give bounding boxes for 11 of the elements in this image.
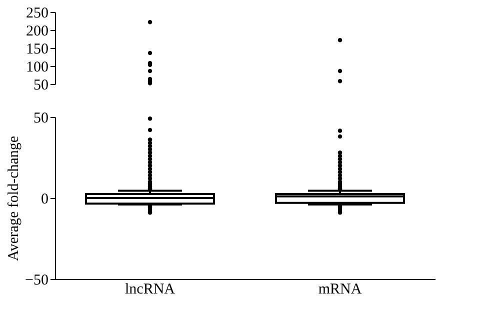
x-tick-label: mRNA (318, 282, 362, 298)
y-tick-label: 200 (26, 24, 48, 40)
y-tick-label: 150 (26, 42, 48, 58)
y-tick-label: 250 (26, 6, 48, 22)
y-axis-title: Average fold-change (6, 136, 22, 262)
y-tick-label: −50 (25, 272, 48, 288)
y-tick-label: 50 (34, 110, 48, 126)
y-tick-label: 0 (41, 192, 48, 208)
x-tick-label: lncRNA (125, 282, 176, 298)
y-tick-label: 50 (34, 78, 48, 94)
y-tick-label: 100 (26, 60, 48, 76)
